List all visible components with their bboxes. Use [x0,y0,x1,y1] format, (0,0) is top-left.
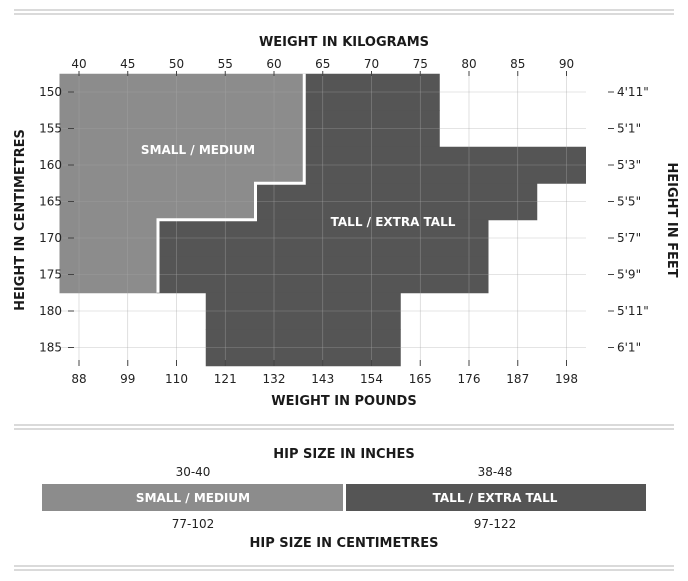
left-tick-label: 165 [39,195,62,209]
bottom-tick-label: 165 [409,372,432,386]
bottom-tick-label: 187 [506,372,529,386]
bottom-tick-label: 176 [458,372,481,386]
hip-bar-small-medium [42,484,343,511]
top-tick-label: 60 [266,57,281,71]
bottom-tick-label: 88 [71,372,86,386]
top-tick-label: 70 [364,57,379,71]
hip-inches-tall: 38-48 [478,465,513,479]
hip-inches-title: HIP SIZE IN INCHES [273,447,414,462]
left-tick-label: 180 [39,304,62,318]
top-tick-label: 55 [218,57,233,71]
hip-bar-tall-extra-tall [346,484,646,511]
right-tick-label: 5'7" [617,231,641,245]
tall-extra-tall-label: TALL / EXTRA TALL [331,215,456,229]
hip-bar-small-medium-label: SMALL / MEDIUM [136,491,250,505]
left-tick-label: 170 [39,231,62,245]
top-tick-label: 90 [559,57,574,71]
hip-cm-small-medium: 77-102 [172,517,215,531]
top-tick-label: 45 [120,57,135,71]
top-tick-label: 65 [315,57,330,71]
grid-layer [59,73,586,366]
right-tick-label: 5'11" [617,304,649,318]
right-tick-label: 6'1" [617,341,641,355]
bottom-tick-label: 198 [555,372,578,386]
left-axis-title: HEIGHT IN CENTIMETRES [13,129,28,311]
bottom-tick-label: 99 [120,372,135,386]
top-tick-label: 75 [413,57,428,71]
left-tick-label: 155 [39,122,62,136]
bottom-tick-label: 132 [263,372,286,386]
top-axis-title: WEIGHT IN KILOGRAMS [259,35,429,50]
bottom-axis-title: WEIGHT IN POUNDS [271,394,416,409]
top-tick-label: 50 [169,57,184,71]
left-tick-label: 150 [39,85,62,99]
hip-inches-small-medium: 30-40 [176,465,211,479]
right-tick-label: 5'1" [617,122,641,136]
region-boundary [156,73,306,293]
hip-cm-title: HIP SIZE IN CENTIMETRES [250,536,439,551]
divider-top [14,9,674,15]
bottom-tick-label: 143 [311,372,334,386]
ticks-layer: 40 45 50 55 60 65 70 75 80 85 90 88 99 110 121 132 143 15… [39,57,649,386]
hip-cm-tall: 97-122 [474,517,517,531]
small-medium-label: SMALL / MEDIUM [141,143,255,157]
hip-bars [42,484,646,511]
right-tick-label: 5'9" [617,268,641,282]
bottom-tick-label: 154 [360,372,383,386]
top-tick-label: 80 [461,57,476,71]
left-tick-label: 185 [39,341,62,355]
bottom-tick-label: 110 [165,372,188,386]
left-tick-label: 160 [39,158,62,172]
top-tick-label: 40 [71,57,86,71]
right-tick-label: 4'11" [617,85,649,99]
top-tick-label: 85 [510,57,525,71]
bottom-tick-label: 121 [214,372,237,386]
right-tick-label: 5'5" [617,195,641,209]
divider-bottom [14,565,674,571]
right-tick-label: 5'3" [617,158,641,172]
hip-bar-tall-label: TALL / EXTRA TALL [433,491,558,505]
left-tick-label: 175 [39,268,62,282]
divider-middle [14,424,674,430]
right-axis-title: HEIGHT IN FEET [664,162,679,277]
